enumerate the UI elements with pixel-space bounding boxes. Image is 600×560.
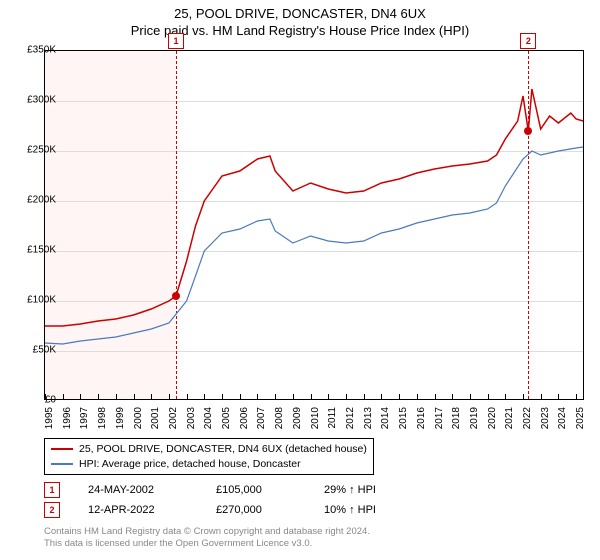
y-tick-label: £50K bbox=[16, 345, 56, 356]
legend-label: 25, POOL DRIVE, DONCASTER, DN4 6UX (deta… bbox=[79, 442, 367, 457]
sale-delta: 10% ↑ HPI bbox=[324, 504, 376, 516]
y-tick-label: £350K bbox=[16, 45, 56, 56]
legend-swatch bbox=[51, 448, 73, 450]
legend-swatch bbox=[51, 463, 73, 465]
footnote: Contains HM Land Registry data © Crown c… bbox=[44, 526, 370, 550]
y-tick-label: £100K bbox=[16, 295, 56, 306]
legend-item: HPI: Average price, detached house, Donc… bbox=[51, 457, 367, 472]
footnote-line1: Contains HM Land Registry data © Crown c… bbox=[44, 526, 370, 538]
sale-marker-box: 2 bbox=[520, 33, 536, 49]
y-tick-label: £250K bbox=[16, 145, 56, 156]
sale-marker-box: 1 bbox=[168, 33, 184, 49]
footnote-line2: This data is licensed under the Open Gov… bbox=[44, 538, 370, 550]
sale-date: 24-MAY-2002 bbox=[88, 484, 188, 496]
sales-annotations: 1 24-MAY-2002 £105,000 29% ↑ HPI 2 12-APR-202… bbox=[44, 480, 376, 520]
sale-delta: 29% ↑ HPI bbox=[324, 484, 376, 496]
sale-price: £105,000 bbox=[216, 484, 296, 496]
sale-row: 1 24-MAY-2002 £105,000 29% ↑ HPI bbox=[44, 480, 376, 500]
y-tick-label: £150K bbox=[16, 245, 56, 256]
sale-marker-box: 1 bbox=[44, 482, 60, 498]
chart-plot-area: 1995199619971998199920002001200220032004… bbox=[44, 50, 584, 400]
title-line2: Price paid vs. HM Land Registry's House … bbox=[0, 23, 600, 40]
legend-item: 25, POOL DRIVE, DONCASTER, DN4 6UX (deta… bbox=[51, 442, 367, 457]
series-hpi bbox=[45, 147, 583, 344]
legend: 25, POOL DRIVE, DONCASTER, DN4 6UX (deta… bbox=[44, 438, 374, 475]
sale-price: £270,000 bbox=[216, 504, 296, 516]
sale-date: 12-APR-2022 bbox=[88, 504, 188, 516]
legend-label: HPI: Average price, detached house, Donc… bbox=[79, 457, 301, 472]
y-tick-label: £0 bbox=[16, 395, 56, 406]
y-tick-label: £200K bbox=[16, 195, 56, 206]
series-property bbox=[45, 89, 583, 326]
title-line1: 25, POOL DRIVE, DONCASTER, DN4 6UX bbox=[0, 6, 600, 23]
y-tick-label: £300K bbox=[16, 95, 56, 106]
sale-row: 2 12-APR-2022 £270,000 10% ↑ HPI bbox=[44, 500, 376, 520]
chart-title: 25, POOL DRIVE, DONCASTER, DN4 6UX Price… bbox=[0, 0, 600, 40]
series-svg bbox=[45, 51, 585, 401]
sale-marker-box: 2 bbox=[44, 502, 60, 518]
